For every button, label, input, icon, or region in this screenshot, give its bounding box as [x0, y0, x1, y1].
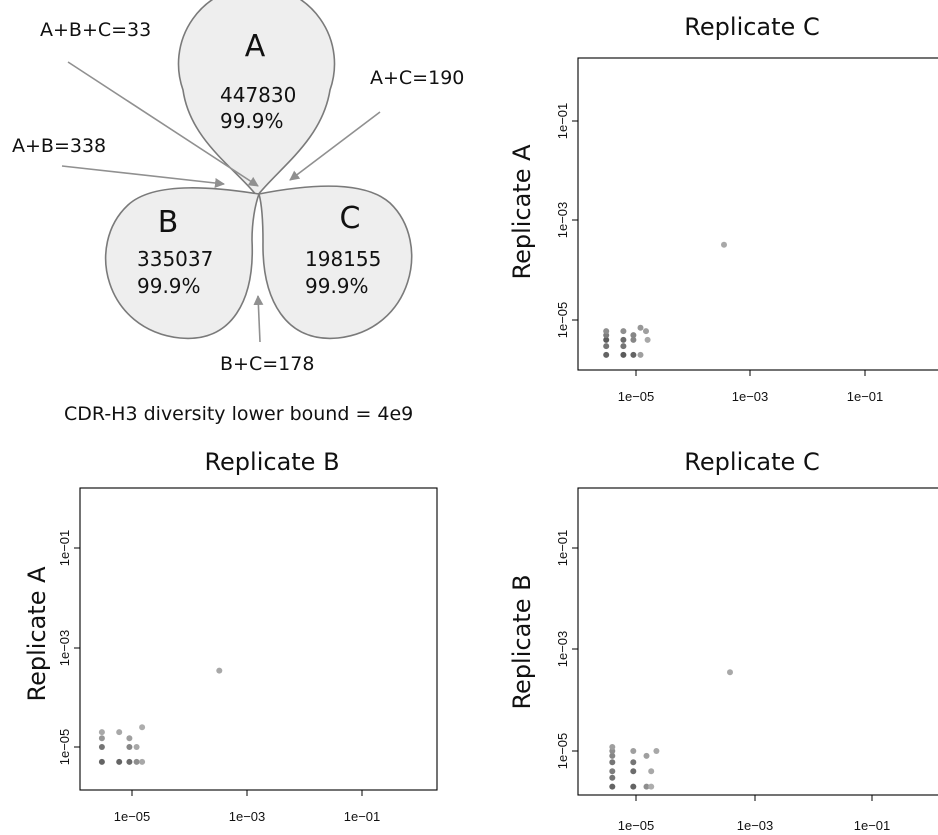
data-point — [648, 768, 654, 774]
data-point — [116, 729, 122, 735]
data-point — [126, 744, 132, 750]
plot-frame — [80, 488, 437, 790]
x-tick-label: 1e−03 — [737, 818, 774, 833]
data-point — [727, 669, 733, 675]
y-tick-label: 1e−01 — [555, 103, 570, 140]
plot-frame — [578, 58, 938, 370]
data-point — [630, 784, 636, 790]
y-axis-label: Replicate A — [23, 566, 51, 702]
data-point — [630, 332, 636, 338]
data-points — [609, 669, 733, 789]
scatter-panel-1: Replicate C Replicate A 1e−01 1e−03 1e−0… — [508, 13, 938, 404]
data-point — [603, 352, 609, 358]
data-point — [99, 735, 105, 741]
x-axis: 1e−05 1e−03 1e−01 — [114, 790, 381, 824]
venn-intersection-ab-label: A+B=338 — [12, 135, 106, 157]
data-point — [609, 775, 615, 781]
data-point — [609, 768, 615, 774]
venn-arrow-ab — [62, 166, 224, 184]
venn-set-a-count: 447830 — [220, 83, 296, 107]
data-point — [216, 668, 222, 674]
data-point — [609, 784, 615, 790]
x-tick-label: 1e−01 — [854, 818, 891, 833]
data-point — [638, 352, 644, 358]
x-axis: 1e−05 1e−03 1e−01 — [618, 370, 884, 404]
data-points — [99, 668, 222, 765]
data-point — [620, 328, 626, 334]
scatter-panel-2: Replicate B Replicate A 1e−01 1e−03 1e−0… — [23, 448, 437, 824]
data-point — [620, 343, 626, 349]
venn-set-a-percent: 99.9% — [220, 109, 284, 133]
venn-set-b-count: 335037 — [137, 247, 213, 271]
venn-intersection-abc-label: A+B+C=33 — [40, 19, 151, 41]
x-tick-label: 1e−05 — [618, 818, 655, 833]
venn-set-c-percent: 99.9% — [305, 274, 369, 298]
y-axis: 1e−01 1e−03 1e−05 — [555, 530, 578, 770]
data-point — [644, 753, 650, 759]
chart-title: Replicate C — [684, 13, 819, 41]
data-point — [139, 759, 145, 765]
y-axis: 1e−01 1e−03 1e−05 — [555, 103, 578, 339]
data-point — [620, 337, 626, 343]
y-tick-label: 1e−03 — [555, 202, 570, 239]
x-tick-label: 1e−01 — [344, 809, 381, 824]
data-point — [603, 343, 609, 349]
data-point — [99, 729, 105, 735]
data-point — [645, 337, 651, 343]
x-tick-label: 1e−03 — [229, 809, 266, 824]
venn-set-b-percent: 99.9% — [137, 274, 201, 298]
data-point — [638, 325, 644, 331]
venn-set-a-label: A — [245, 29, 266, 64]
y-axis: 1e−01 1e−03 1e−05 — [57, 530, 80, 766]
data-points — [603, 242, 727, 358]
y-tick-label: 1e−03 — [555, 631, 570, 668]
chart-title: Replicate B — [204, 448, 339, 476]
data-point — [126, 735, 132, 741]
y-tick-label: 1e−05 — [555, 733, 570, 770]
y-axis-label: Replicate A — [508, 144, 536, 280]
venn-intersection-bc-label: B+C=178 — [220, 353, 314, 375]
data-point — [603, 328, 609, 334]
x-tick-label: 1e−05 — [114, 809, 151, 824]
x-tick-label: 1e−01 — [847, 389, 884, 404]
data-point — [609, 744, 615, 750]
venn-set-c-label: C — [340, 201, 361, 236]
data-point — [99, 744, 105, 750]
chart-title: Replicate C — [684, 448, 819, 476]
y-axis-label: Replicate B — [508, 574, 536, 709]
data-point — [126, 759, 132, 765]
data-point — [99, 759, 105, 765]
data-point — [630, 768, 636, 774]
data-point — [643, 328, 649, 334]
data-point — [134, 744, 140, 750]
data-point — [721, 242, 727, 248]
x-tick-label: 1e−03 — [732, 389, 769, 404]
data-point — [630, 748, 636, 754]
data-point — [648, 784, 654, 790]
venn-set-b-label: B — [158, 205, 179, 240]
data-point — [139, 724, 145, 730]
data-point — [620, 352, 626, 358]
data-point — [630, 352, 636, 358]
y-tick-label: 1e−05 — [57, 729, 72, 766]
y-tick-label: 1e−03 — [57, 630, 72, 667]
x-tick-label: 1e−05 — [618, 389, 655, 404]
y-tick-label: 1e−05 — [555, 302, 570, 339]
data-point — [653, 748, 659, 754]
data-point — [134, 759, 140, 765]
data-point — [609, 759, 615, 765]
venn-diagram: A 447830 99.9% B 335037 99.9% C 198155 9… — [12, 0, 464, 425]
data-point — [630, 759, 636, 765]
venn-intersection-ac-label: A+C=190 — [370, 67, 464, 89]
venn-arrow-bc — [258, 296, 260, 342]
data-point — [116, 759, 122, 765]
x-axis: 1e−05 1e−03 1e−01 — [618, 795, 891, 833]
y-tick-label: 1e−01 — [57, 530, 72, 567]
venn-set-c-count: 198155 — [305, 247, 381, 271]
scatter-panel-3: Replicate C Replicate B 1e−01 1e−03 1e−0… — [508, 448, 938, 833]
venn-caption: CDR-H3 diversity lower bound = 4e9 — [64, 403, 413, 425]
y-tick-label: 1e−01 — [555, 530, 570, 567]
